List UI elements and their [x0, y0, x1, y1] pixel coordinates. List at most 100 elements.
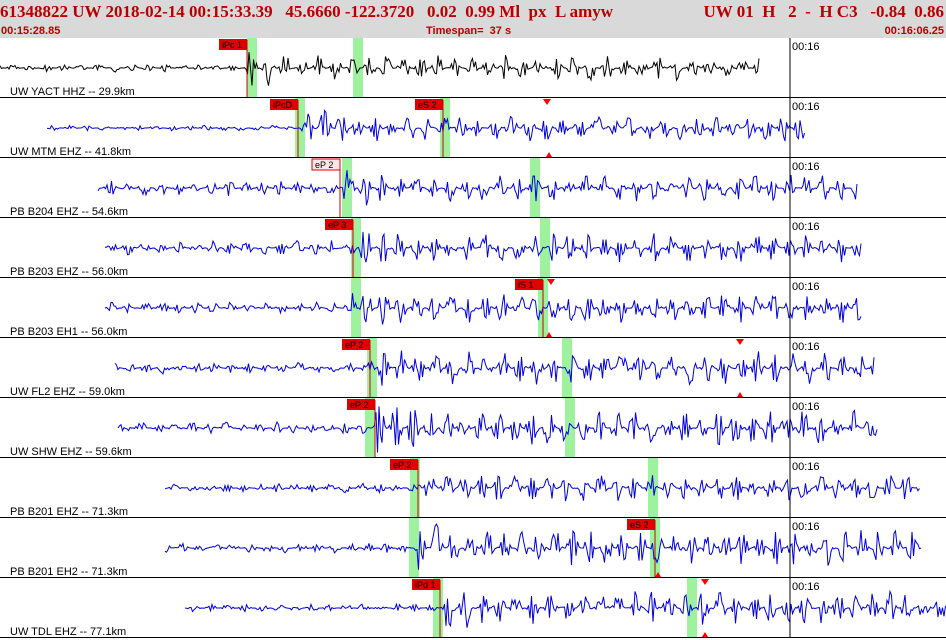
trace-row[interactable]: eP 2 00:16 UW SHW EHZ -- 59.6km: [0, 398, 946, 458]
pick-label[interactable]: eS 2: [627, 519, 655, 530]
time-tick-label: 00:16: [792, 221, 820, 233]
station-label: UW YACT HHZ -- 29.9km: [10, 86, 135, 98]
pick-label-text: iPcD: [273, 100, 293, 110]
waveform[interactable]: [164, 474, 920, 502]
time-tick-label: 00:16: [792, 41, 820, 53]
pick-label[interactable]: iS 1: [515, 279, 543, 290]
station-label: PB B204 EHZ -- 54.6km: [10, 206, 128, 218]
trace-row[interactable]: eS 2 00:16 PB B201 EH2 -- 71.3km: [0, 518, 946, 578]
time-tick-label: 00:16: [792, 581, 820, 593]
pick-label[interactable]: eP 2: [390, 459, 418, 470]
triangle-down-icon: [543, 99, 551, 105]
phase-window: [687, 578, 697, 638]
waveform[interactable]: [164, 522, 922, 570]
time-tick-label: 00:16: [792, 461, 820, 473]
end-time: 00:16:06.25: [884, 25, 944, 37]
trace-row[interactable]: iPc 1 00:16 UW YACT HHZ -- 29.9km: [0, 38, 946, 98]
pick-label[interactable]: eS 2: [415, 99, 443, 110]
station-label: UW MTM EHZ -- 41.8km: [10, 146, 131, 158]
pick-label-box: [415, 99, 443, 110]
pick-label-box: [515, 279, 543, 290]
pick-label[interactable]: iPcD: [270, 99, 298, 110]
waveform[interactable]: [117, 406, 878, 453]
event-info: 61348822 UW 2018-02-14 00:15:33.39 45.66…: [0, 2, 614, 21]
pick-label-box: [390, 459, 418, 470]
pick-label-text: iS 1: [518, 280, 534, 290]
time-tick-label: 00:16: [792, 281, 820, 293]
time-tick-label: 00:16: [792, 101, 820, 113]
start-time: 00:15:28.85: [1, 25, 61, 37]
pick-label[interactable]: eP 2: [311, 158, 341, 171]
pick-label-box: [311, 158, 341, 171]
station-label: PB B203 EH1 -- 56.0km: [10, 326, 127, 338]
pick-label-text: eP 2: [393, 460, 411, 470]
triangle-up-icon: [737, 392, 743, 397]
waveform[interactable]: [114, 350, 875, 387]
waveform[interactable]: [105, 231, 862, 263]
phase-window: [367, 338, 377, 398]
station-label: PB B201 EH2 -- 71.3km: [10, 566, 127, 578]
pick-label-box: [219, 39, 247, 50]
timespan-label: Timespan= 37 s: [426, 25, 512, 37]
phase-window: [565, 398, 575, 458]
time-tick-label: 00:16: [792, 161, 820, 173]
pick-label-text: eP 3: [328, 220, 346, 230]
pick-label-box: [342, 339, 370, 350]
pick-label[interactable]: iPd 1: [412, 579, 440, 590]
phase-window: [247, 38, 257, 98]
pick-label[interactable]: eP 3: [325, 219, 353, 230]
station-label: PB B201 EHZ -- 71.3km: [10, 506, 128, 518]
pick-label-box: [412, 579, 440, 590]
triangle-down-icon: [701, 579, 709, 585]
station-label: PB B203 EHZ -- 56.0km: [10, 266, 128, 278]
trace-row[interactable]: eP 2 00:16 PB B204 EHZ -- 54.6km: [0, 158, 946, 218]
seismogram-panel[interactable]: iPc 1 00:16 UW YACT HHZ -- 29.9km iPcD eS 2 0…: [0, 38, 946, 640]
trace-row[interactable]: eP 2 00:16 UW FL2 EHZ -- 59.0km: [0, 338, 946, 398]
phase-window: [351, 278, 361, 338]
phase-window: [410, 458, 420, 518]
phase-window: [440, 98, 450, 158]
pick-label-text: eP 2: [350, 400, 368, 410]
pick-label-text: eP 2: [315, 160, 333, 170]
triangle-up-icon: [655, 572, 661, 577]
pick-label-box: [627, 519, 655, 530]
pick-label-box: [325, 219, 353, 230]
station-label: UW TDL EHZ -- 77.1km: [10, 626, 126, 638]
station-label: UW SHW EHZ -- 59.6km: [10, 446, 132, 458]
trace-row[interactable]: iPcD eS 2 00:16 UW MTM EHZ -- 41.8km: [0, 98, 946, 158]
event-header: 61348822 UW 2018-02-14 00:15:33.39 45.66…: [0, 0, 946, 38]
triangle-down-icon: [547, 279, 555, 285]
waveform[interactable]: [97, 170, 858, 206]
pick-label[interactable]: iPc 1: [219, 39, 247, 50]
trace-row[interactable]: eP 3 00:16 PB B203 EHZ -- 56.0km: [0, 218, 946, 278]
triangle-up-icon: [546, 332, 552, 337]
triangle-down-icon: [736, 339, 744, 345]
waveform[interactable]: [184, 589, 946, 628]
waveform[interactable]: [47, 109, 805, 142]
phase-window: [353, 38, 363, 98]
pick-label-text: iPd 1: [415, 580, 436, 590]
pick-label-box: [347, 399, 375, 410]
waveform[interactable]: [0, 52, 760, 86]
pick-label-box: [270, 99, 298, 110]
pick-label[interactable]: eP 2: [347, 399, 375, 410]
time-tick-label: 00:16: [792, 341, 820, 353]
pick-label[interactable]: eP 2: [342, 339, 370, 350]
triangle-up-icon: [546, 152, 552, 157]
time-tick-label: 00:16: [792, 401, 820, 413]
trace-row[interactable]: iPd 1 00:16 UW TDL EHZ -- 77.1km: [0, 578, 946, 638]
channel-info: UW 01 H 2 - H C3 -0.84 0.86: [703, 2, 944, 21]
phase-window: [351, 218, 361, 278]
trace-row[interactable]: eP 2 00:16 PB B201 EHZ -- 71.3km: [0, 458, 946, 518]
phase-window: [562, 338, 572, 398]
station-label: UW FL2 EHZ -- 59.0km: [10, 386, 125, 398]
pick-label-text: eP 2: [345, 340, 363, 350]
pick-label-text: eS 2: [418, 100, 437, 110]
time-tick-label: 00:16: [792, 521, 820, 533]
phase-window: [342, 158, 352, 218]
waveform[interactable]: [104, 293, 862, 325]
triangle-up-icon: [702, 632, 708, 637]
trace-row[interactable]: iS 1 00:16 PB B203 EH1 -- 56.0km: [0, 278, 946, 338]
pick-label-text: iPc 1: [222, 40, 242, 50]
pick-label-text: eS 2: [630, 520, 649, 530]
